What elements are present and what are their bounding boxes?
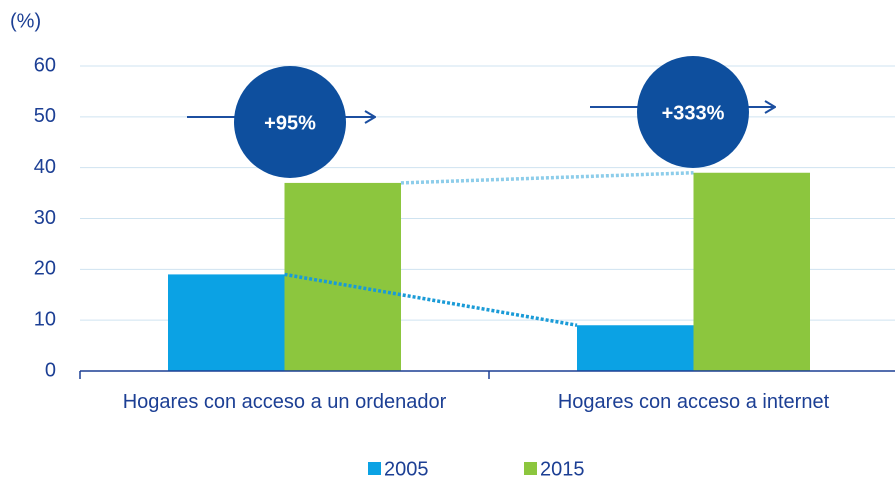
y-tick-label: 30 <box>34 207 56 229</box>
annotation: +333% <box>662 102 725 124</box>
bar <box>693 172 810 371</box>
y-tick-label: 0 <box>45 359 56 381</box>
x-tick-label: Hogares con acceso a un ordenador <box>122 391 447 413</box>
bar <box>577 325 694 371</box>
legend-swatch <box>368 462 381 475</box>
annotation: +95% <box>264 112 316 134</box>
legend-label: 2015 <box>540 458 585 480</box>
y-tick-label: 60 <box>34 54 56 76</box>
x-tick-label: Hogares con acceso a internet <box>557 391 830 413</box>
legend-label: 2005 <box>384 458 429 480</box>
legend-swatch <box>524 462 537 475</box>
annotation-circle <box>637 56 749 168</box>
connector <box>400 171 694 185</box>
y-tick-label: 10 <box>34 308 56 330</box>
bar <box>284 182 401 371</box>
y-tick-label: 40 <box>34 156 56 178</box>
y-axis-label: (%) <box>10 10 41 32</box>
annotation-circle <box>234 66 346 178</box>
connector <box>284 272 578 327</box>
y-tick-label: 20 <box>34 258 56 280</box>
y-tick-label: 50 <box>34 105 56 127</box>
bar <box>168 274 285 371</box>
